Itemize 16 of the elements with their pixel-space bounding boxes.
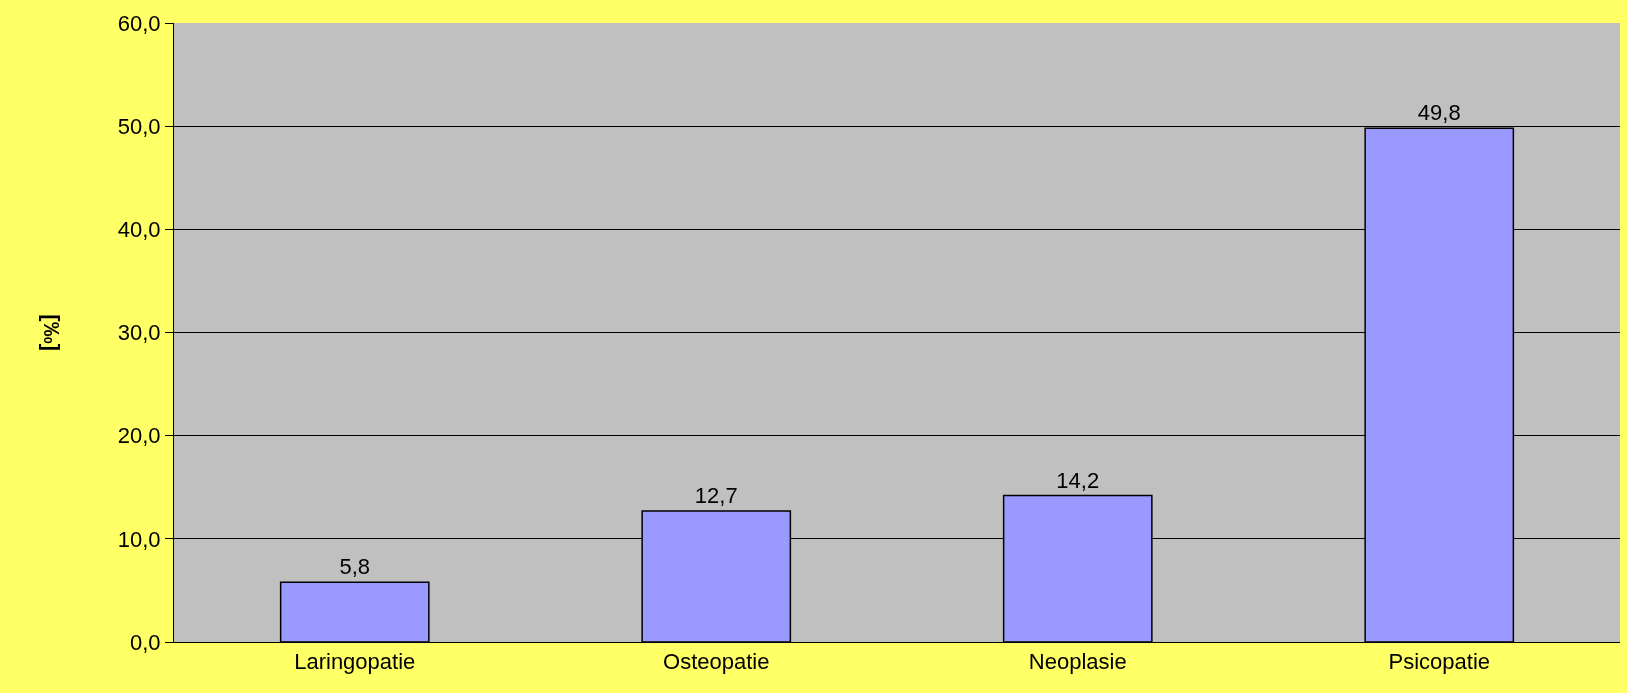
y-tick-label: 10,0 bbox=[117, 526, 161, 552]
y-tick-label: 60,0 bbox=[117, 10, 161, 36]
y-tick-label: 20,0 bbox=[117, 423, 161, 449]
data-label: 5,8 bbox=[339, 554, 371, 580]
y-tick-label: 50,0 bbox=[117, 113, 161, 139]
data-label: 12,7 bbox=[694, 482, 738, 508]
data-label: 14,2 bbox=[1056, 467, 1100, 493]
x-tick-label: Laringopatie bbox=[294, 649, 416, 675]
y-axis-title: [‰] bbox=[38, 314, 64, 352]
x-tick-label: Neoplasie bbox=[1028, 649, 1127, 675]
x-tick-label: Psicopatie bbox=[1388, 649, 1491, 675]
y-tick-label: 0,0 bbox=[130, 629, 161, 655]
x-tick-label: Osteopatie bbox=[663, 649, 770, 675]
y-tick-label: 40,0 bbox=[117, 217, 161, 243]
data-label: 49,8 bbox=[1417, 100, 1461, 126]
y-tick-label: 30,0 bbox=[117, 320, 161, 346]
